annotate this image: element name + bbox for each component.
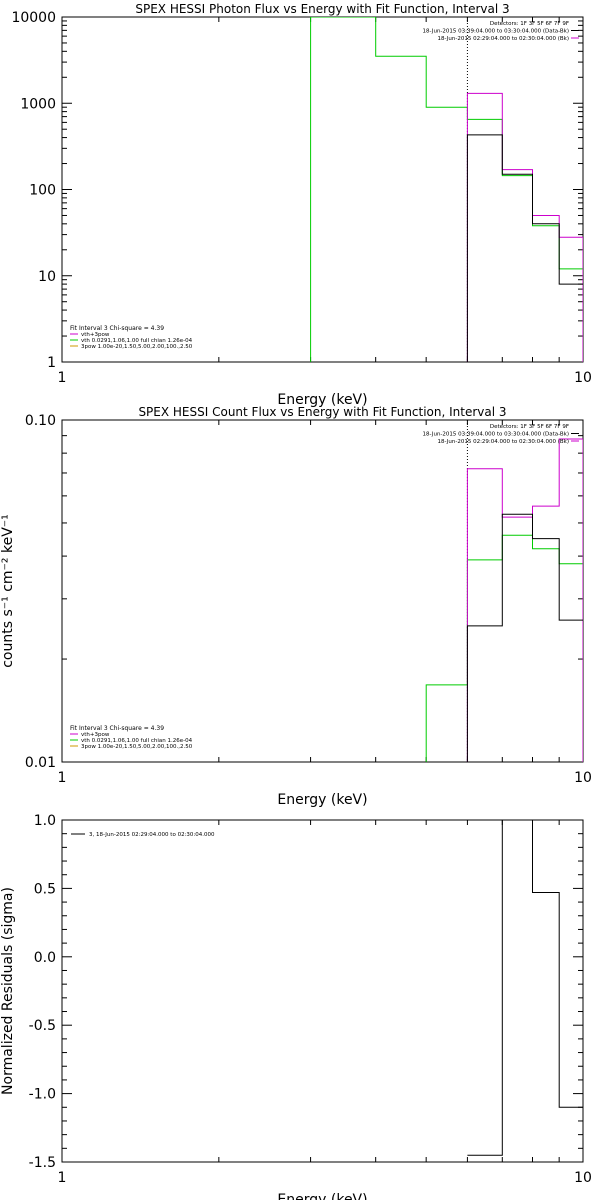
plot-frame — [61, 819, 584, 1163]
panel-3: 1 10 1.0 0.5 0.0 -0.5 -1.0 -1.5 Energy (keV) Norm… — [0, 813, 592, 1200]
legend-entry: vth+3pow — [81, 332, 110, 338]
plot-frame — [61, 419, 584, 763]
y-axis-label: counts s⁻¹ cm⁻² keV⁻¹ — [0, 514, 16, 668]
series-3-line — [466, 513, 583, 762]
x-tick-label: 10 — [574, 370, 592, 386]
legend-entry: 3, 18-Jun-2015 02:29:04.000 to 02:30:04.… — [89, 832, 215, 838]
chart-title: SPEX HESSI Count Flux vs Energy with Fit… — [138, 405, 506, 419]
panel-2: 1 10 0.01 0.10 SPEX HESSI Count Flux vs Ener… — [0, 405, 592, 808]
data-layer — [467, 820, 583, 1156]
x-tick-label: 10 — [574, 1170, 592, 1186]
y-tick-label: -1.5 — [29, 1155, 56, 1171]
y-tick-label: 1 — [47, 355, 56, 371]
plot-frame — [61, 16, 584, 363]
y-tick-label: -0.5 — [29, 1018, 56, 1034]
legend-title: Fit Interval 3 Chi-square = 4.39 — [70, 725, 164, 732]
x-axis-label: Energy (keV) — [277, 1192, 367, 1200]
data-layer — [310, 17, 583, 362]
x-axis-label: Energy (keV) — [277, 392, 367, 408]
header-line: 18-Jun-2015 02:29:04.000 to 02:30:04.000… — [437, 439, 569, 445]
y-tick-label: -1.0 — [29, 1087, 56, 1103]
series-3-line — [466, 134, 583, 362]
header-line: 18-Jun-2015 03:39:04.000 to 03:30:04.000… — [423, 432, 569, 438]
series-2-line — [466, 438, 583, 762]
legend-entry: 3pow 1.00e-20,1.50,5.00,2.00,100.,2.50 — [81, 744, 193, 750]
header-line: Detectors: 1F 3F 5F 6F 7F 9F — [490, 21, 569, 27]
x-tick-label: 1 — [58, 770, 67, 786]
series-1-line — [425, 534, 583, 762]
legend-entry: vth+3pow — [81, 732, 110, 738]
y-tick-label: 1.0 — [34, 813, 56, 829]
legend-entry: 3pow 1.00e-20,1.50,5.00,2.00,100.,2.50 — [81, 344, 193, 350]
series-1-line — [310, 17, 583, 362]
y-tick-label: 10000 — [11, 10, 56, 26]
x-tick-label: 10 — [574, 770, 592, 786]
y-tick-label: 100 — [29, 183, 56, 199]
y-tick-label: 0.0 — [34, 950, 56, 966]
legend-entry: vth 0.0291,1.06,1.00 full chian 1.26e-04 — [81, 338, 193, 344]
legend-title: Fit Interval 3 Chi-square = 4.39 — [70, 325, 164, 332]
chart-title: SPEX HESSI Photon Flux vs Energy with Fi… — [135, 2, 509, 16]
header-line: 18-Jun-2015 02:29:04.000 to 02:30:04.000… — [437, 36, 569, 42]
y-tick-label: 10 — [38, 269, 56, 285]
legend-entry: vth 0.0291,1.06,1.00 full chian 1.26e-04 — [81, 738, 193, 744]
y-axis-label: Normalized Residuals (sigma) — [0, 887, 16, 1095]
header-line: 18-Jun-2015 03:39:04.000 to 03:30:04.000… — [423, 29, 569, 35]
y-tick-label: 0.5 — [34, 881, 56, 897]
x-tick-label: 1 — [58, 1170, 67, 1186]
series-2-line — [466, 92, 583, 362]
panel-1: 1 10 1 10 100 1000 10000 SPEX HESSI Photon Flux… — [11, 2, 591, 408]
y-tick-label: 0.10 — [25, 413, 56, 429]
x-axis-label: Energy (keV) — [277, 792, 367, 808]
y-tick-label: 0.01 — [25, 755, 56, 771]
data-layer — [425, 420, 583, 762]
header-line: Detectors: 1F 3F 5F 6F 7F 9F — [490, 424, 569, 430]
y-tick-label: 1000 — [20, 96, 56, 112]
x-tick-label: 1 — [58, 370, 67, 386]
series-1-line — [467, 820, 583, 1156]
